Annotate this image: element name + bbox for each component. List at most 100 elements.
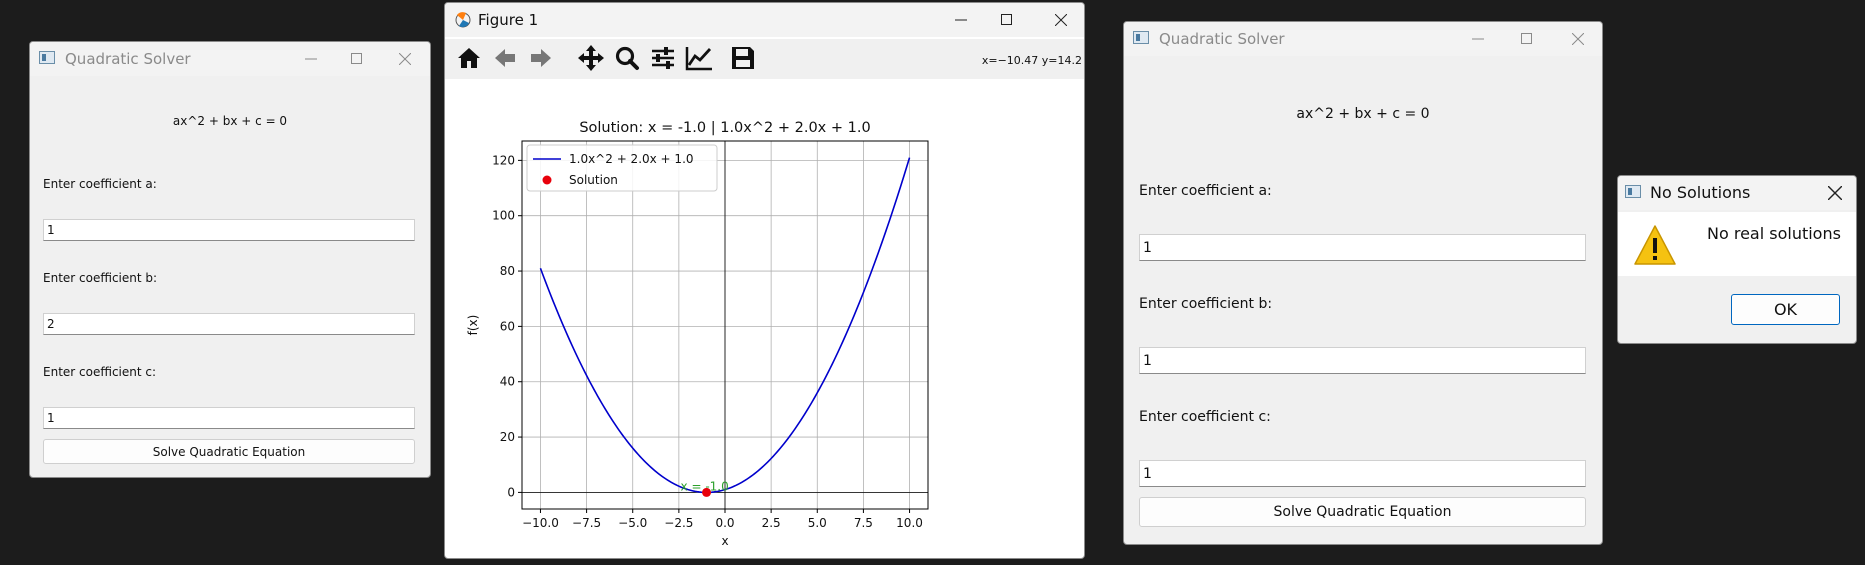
x-tick-label: −10.0 xyxy=(522,516,559,530)
figure-window: Figure 1 xyxy=(444,2,1085,559)
x-tick-label: 7.5 xyxy=(854,516,873,530)
matplotlib-logo-icon xyxy=(455,12,471,28)
minimize-icon xyxy=(1472,38,1484,40)
ok-button[interactable]: OK xyxy=(1731,294,1840,325)
save-button[interactable] xyxy=(727,42,759,74)
minimize-icon xyxy=(305,58,317,60)
window-title: Quadratic Solver xyxy=(1159,30,1285,48)
forward-arrow-icon xyxy=(531,49,551,67)
coefficient-a-label: Enter coefficient a: xyxy=(43,177,157,191)
title-bar: Figure 1 xyxy=(445,3,1084,37)
window-title: Quadratic Solver xyxy=(65,50,191,68)
dialog-message: No real solutions xyxy=(1707,224,1841,243)
x-axis-label: x xyxy=(721,534,728,548)
coefficient-b-label: Enter coefficient b: xyxy=(1139,296,1273,312)
solve-button[interactable]: Solve Quadratic Equation xyxy=(1139,497,1586,527)
zoom-icon xyxy=(615,46,639,70)
maximize-icon xyxy=(351,53,362,64)
edit-axis-icon xyxy=(685,47,712,71)
coefficient-b-input[interactable]: 1 xyxy=(1139,347,1586,374)
home-button[interactable] xyxy=(453,42,485,74)
maximize-button[interactable] xyxy=(984,3,1030,37)
pan-button[interactable] xyxy=(575,42,607,74)
y-tick-label: 40 xyxy=(500,375,515,389)
solution-point xyxy=(702,487,712,497)
coefficient-c-input[interactable]: 1 xyxy=(1139,460,1586,487)
x-tick-label: 5.0 xyxy=(808,516,827,530)
coefficient-b-label: Enter coefficient b: xyxy=(43,271,158,285)
app-icon xyxy=(1133,31,1149,44)
dialog-title: No Solutions xyxy=(1650,183,1751,202)
app-icon xyxy=(39,51,55,64)
x-tick-label: −7.5 xyxy=(572,516,601,530)
chart-title: Solution: x = -1.0 | 1.0x^2 + 2.0x + 1.0 xyxy=(579,120,870,136)
edit-axis-button[interactable] xyxy=(683,42,715,74)
save-icon xyxy=(732,47,754,69)
close-button[interactable] xyxy=(1555,22,1601,56)
title-bar: Quadratic Solver xyxy=(30,42,430,76)
zoom-button[interactable] xyxy=(611,42,643,74)
configure-subplots-icon xyxy=(652,47,674,69)
no-solutions-dialog: No Solutions No real solutions OK xyxy=(1617,175,1857,344)
minimize-button[interactable] xyxy=(938,3,984,37)
x-tick-label: 10.0 xyxy=(896,516,923,530)
minimize-button[interactable] xyxy=(288,42,334,76)
title-bar: Quadratic Solver xyxy=(1124,22,1602,56)
y-tick-label: 120 xyxy=(492,153,515,167)
maximize-button[interactable] xyxy=(334,42,380,76)
coefficient-a-input[interactable]: 1 xyxy=(1139,234,1586,261)
back-arrow-icon xyxy=(495,49,515,67)
quadratic-solver-window-right: Quadratic Solver ax^2 + bx + c = 0 Enter… xyxy=(1123,21,1603,545)
legend-label-solution: Solution xyxy=(569,173,618,187)
y-tick-label: 100 xyxy=(492,209,515,223)
close-icon xyxy=(1828,186,1842,200)
app-icon xyxy=(1625,185,1641,198)
coefficient-c-label: Enter coefficient c: xyxy=(1139,409,1271,425)
close-button[interactable] xyxy=(1812,176,1856,210)
maximize-button[interactable] xyxy=(1504,22,1550,56)
dialog-body: No real solutions xyxy=(1618,212,1856,276)
forward-button[interactable] xyxy=(525,42,557,74)
home-icon xyxy=(458,48,480,68)
coefficient-a-input[interactable]: 1 xyxy=(43,219,415,241)
close-icon xyxy=(399,53,411,65)
configure-subplots-button[interactable] xyxy=(647,42,679,74)
coefficient-a-label: Enter coefficient a: xyxy=(1139,183,1272,199)
maximize-icon xyxy=(1521,33,1532,44)
coefficient-c-input[interactable]: 1 xyxy=(43,407,415,429)
pan-icon xyxy=(578,45,604,71)
solution-annotation: x = -1.0 xyxy=(681,479,729,493)
series-line-quadratic xyxy=(539,157,911,494)
x-tick-label: 2.5 xyxy=(762,516,781,530)
equation-label: ax^2 + bx + c = 0 xyxy=(172,114,288,128)
equation-label: ax^2 + bx + c = 0 xyxy=(1296,106,1430,122)
legend-label-quadratic: 1.0x^2 + 2.0x + 1.0 xyxy=(569,152,694,166)
y-tick-label: 60 xyxy=(500,319,515,333)
legend-point-swatch xyxy=(542,175,552,185)
back-button[interactable] xyxy=(489,42,521,74)
navigation-toolbar: x=−10.47 y=14.2 xyxy=(445,39,1084,79)
x-tick-label: 0.0 xyxy=(715,516,734,530)
cursor-coordinates: x=−10.47 y=14.2 xyxy=(981,54,1082,67)
title-bar: No Solutions xyxy=(1618,176,1856,210)
solve-button[interactable]: Solve Quadratic Equation xyxy=(43,439,415,464)
close-icon xyxy=(1572,33,1584,45)
y-tick-label: 0 xyxy=(507,485,515,499)
y-tick-label: 80 xyxy=(500,264,515,278)
coefficient-c-label: Enter coefficient c: xyxy=(43,365,157,379)
window-title: Figure 1 xyxy=(478,11,539,29)
maximize-icon xyxy=(1001,14,1012,25)
minimize-button[interactable] xyxy=(1455,22,1501,56)
y-axis-label: f(x) xyxy=(466,315,480,336)
close-button[interactable] xyxy=(382,42,428,76)
close-button[interactable] xyxy=(1038,3,1084,37)
quadratic-solver-window-left: Quadratic Solver ax^2 + bx + c = 0 Enter… xyxy=(29,41,431,478)
plot-canvas[interactable]: Solution: x = -1.0 | 1.0x^2 + 2.0x + 1.0… xyxy=(445,81,1084,558)
x-tick-label: −5.0 xyxy=(618,516,647,530)
legend-box xyxy=(526,144,718,192)
close-icon xyxy=(1055,14,1067,26)
coefficient-b-input[interactable]: 2 xyxy=(43,313,415,335)
y-tick-label: 20 xyxy=(500,430,515,444)
x-tick-label: −2.5 xyxy=(664,516,693,530)
warning-icon xyxy=(1634,225,1676,265)
